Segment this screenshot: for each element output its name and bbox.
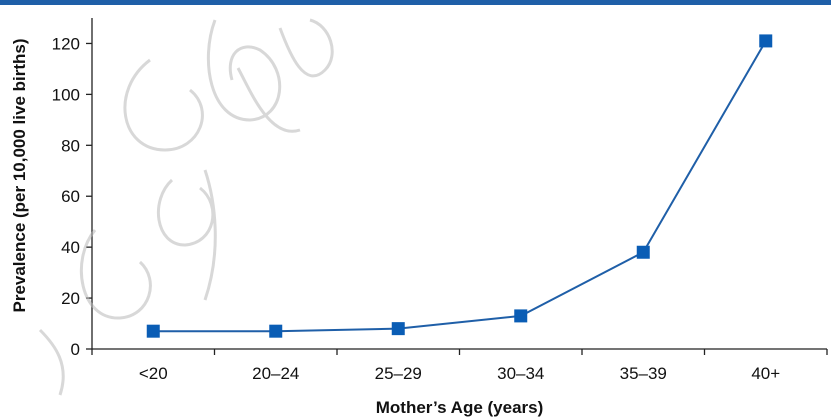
y-tick-label: 20 — [61, 289, 80, 308]
x-tick-label: 30–34 — [497, 364, 544, 383]
data-point — [514, 309, 528, 323]
series — [146, 34, 773, 338]
y-tick-label: 80 — [61, 136, 80, 155]
x-tick-label: 20–24 — [252, 364, 299, 383]
y-tick-label: 40 — [61, 238, 80, 257]
y-tick-label: 100 — [52, 85, 80, 104]
series-line — [153, 40, 767, 333]
data-point — [269, 324, 283, 338]
data-point — [146, 324, 160, 338]
y-tick-label: 0 — [71, 340, 80, 359]
y-tick-label: 120 — [52, 34, 80, 53]
x-axis-title: Mother’s Age (years) — [376, 398, 544, 417]
data-point — [759, 34, 773, 48]
x-tick-label: 40+ — [751, 364, 780, 383]
data-point — [391, 322, 405, 336]
y-axis-title: Prevalence (per 10,000 live births) — [10, 38, 29, 312]
top-rule — [0, 0, 831, 5]
x-tick-label: 35–39 — [620, 364, 667, 383]
x-axis: <20 20–24 25–29 30–34 35–39 40+ — [91, 348, 828, 383]
data-point — [636, 245, 650, 259]
x-tick-label: <20 — [139, 364, 168, 383]
y-tick-label: 60 — [61, 187, 80, 206]
y-axis: 0 20 40 60 80 100 120 — [52, 18, 93, 359]
x-tick-label: 25–29 — [375, 364, 422, 383]
